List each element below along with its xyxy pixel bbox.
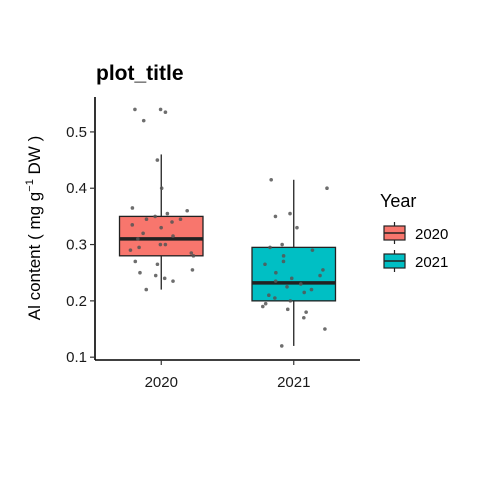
data-point: [285, 284, 289, 289]
data-point: [171, 279, 175, 283]
data-point: [310, 248, 315, 252]
box-2020: [118, 215, 204, 257]
chart-title: plot_title: [96, 62, 184, 85]
data-point: [288, 299, 293, 303]
data-point: [144, 287, 149, 292]
data-point: [280, 242, 284, 247]
data-point: [288, 211, 292, 216]
data-point: [273, 279, 278, 283]
legend-title: Year: [380, 191, 416, 211]
data-point: [263, 262, 267, 267]
legend-label: 2020: [415, 226, 448, 243]
data-point: [130, 206, 135, 210]
data-point: [158, 242, 163, 247]
y-tick-label: 0.2: [66, 293, 87, 310]
legend-label: 2021: [415, 254, 448, 271]
data-point: [185, 208, 189, 213]
data-point: [133, 107, 137, 112]
y-axis-label-superscript: −1: [24, 179, 36, 192]
data-point: [273, 296, 277, 300]
x-tick-label: 2021: [277, 374, 310, 391]
data-point: [137, 245, 141, 250]
data-point: [163, 242, 168, 247]
y-axis-label: Al content ( mg g−1 DW ): [24, 136, 44, 321]
data-point: [302, 315, 306, 320]
box-2021: [251, 246, 337, 302]
data-point: [144, 217, 149, 222]
data-point: [309, 287, 314, 292]
data-point: [190, 268, 195, 272]
data-point: [136, 237, 140, 241]
data-point: [141, 231, 145, 236]
data-point: [289, 276, 294, 281]
legend: 2020 2021: [383, 222, 448, 272]
data-point: [153, 214, 157, 219]
data-point: [318, 273, 322, 278]
x-tick-label: 2020: [145, 374, 178, 391]
data-point: [191, 254, 196, 258]
data-point: [158, 107, 163, 112]
plot-area: [118, 107, 337, 348]
data-point: [260, 304, 265, 309]
data-point: [267, 293, 271, 298]
data-point: [269, 177, 273, 182]
y-tick-label: 0.5: [66, 124, 87, 141]
data-point: [163, 110, 168, 115]
data-point: [165, 211, 170, 216]
data-point: [128, 248, 133, 252]
data-point: [321, 268, 325, 272]
data-point: [285, 307, 290, 312]
data-point: [325, 186, 329, 191]
data-point: [304, 310, 308, 314]
data-point: [189, 251, 194, 255]
data-point: [298, 282, 303, 286]
data-point: [133, 259, 138, 264]
y-axis-label-suffix: DW ): [25, 136, 44, 179]
data-point: [281, 259, 286, 264]
data-point: [273, 214, 278, 219]
data-point: [274, 270, 278, 275]
data-point: [153, 273, 158, 278]
data-point: [155, 262, 160, 267]
data-point: [138, 270, 142, 275]
data-point: [171, 234, 175, 238]
data-point: [295, 225, 299, 230]
data-point: [159, 225, 163, 230]
data-point: [302, 290, 307, 295]
y-axis-label-prefix: Al content ( mg g: [25, 192, 44, 321]
y-tick-label: 0.4: [66, 180, 87, 197]
data-point: [162, 276, 167, 281]
data-point: [268, 245, 272, 250]
data-point: [323, 327, 327, 331]
data-point: [159, 186, 164, 191]
data-point: [178, 217, 183, 222]
data-point: [170, 220, 174, 224]
data-point: [130, 223, 135, 227]
data-point: [155, 158, 160, 162]
data-point: [279, 344, 284, 348]
y-tick-label: 0.1: [66, 349, 87, 366]
data-point: [263, 301, 268, 306]
data-point: [141, 118, 146, 123]
y-tick-label: 0.3: [66, 237, 87, 254]
data-point: [281, 254, 286, 258]
